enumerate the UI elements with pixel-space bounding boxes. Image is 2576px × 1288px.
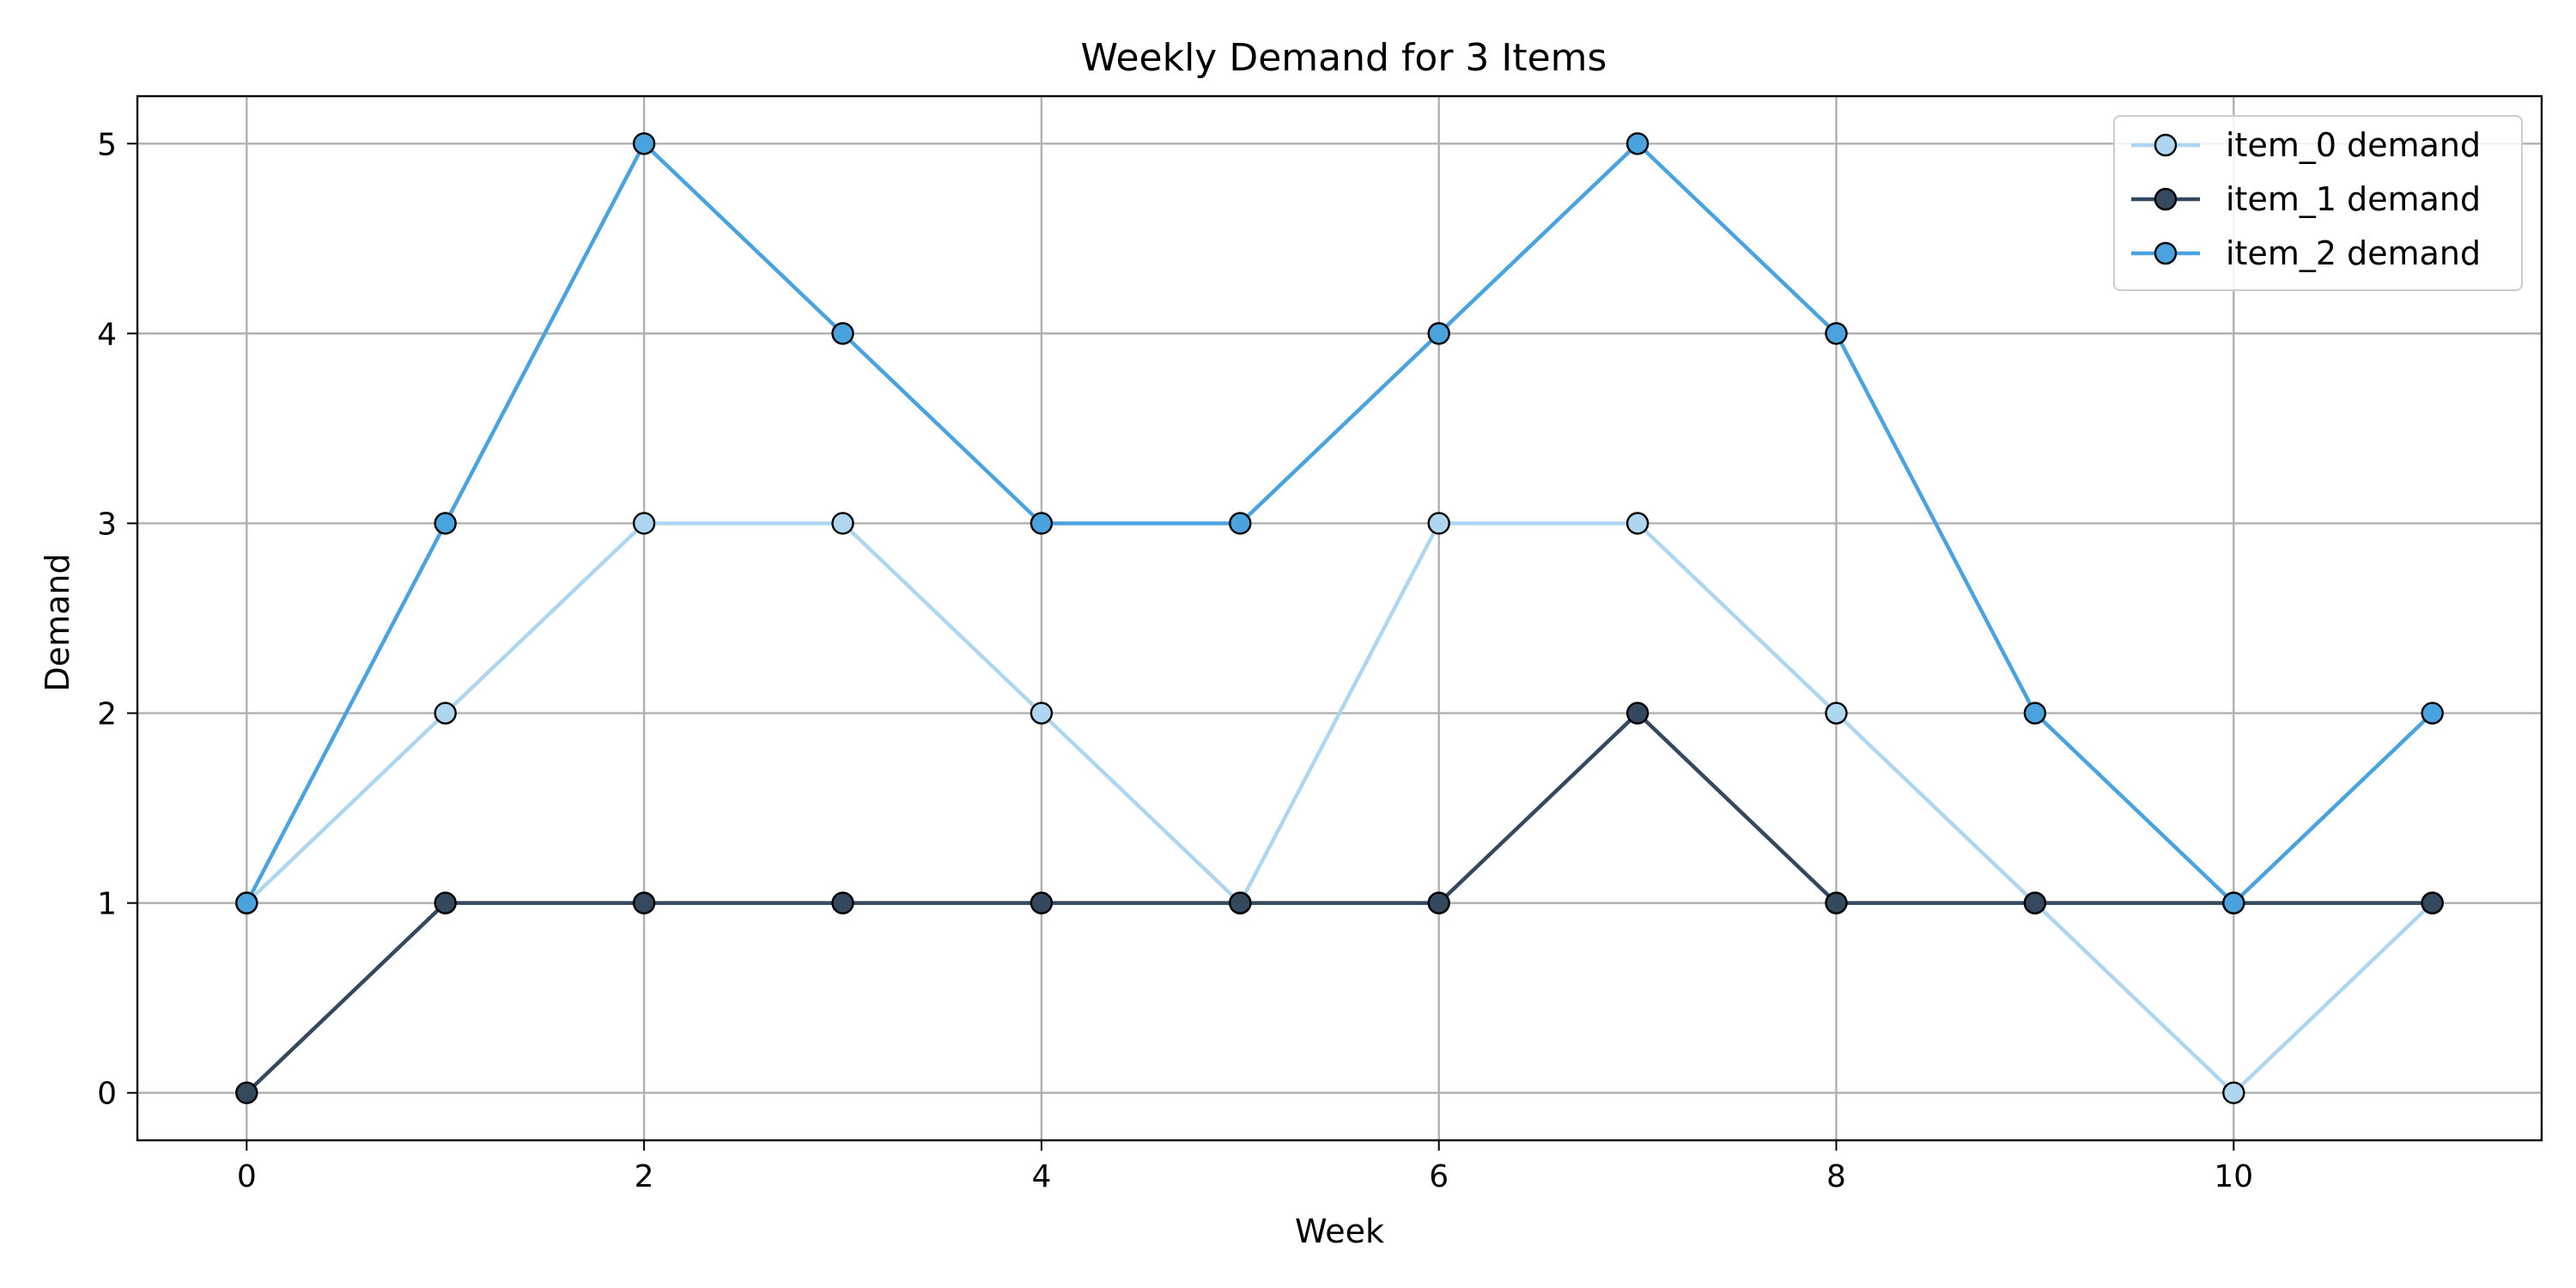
legend-marker [2154,241,2178,265]
data-point [632,891,656,914]
data-point [1825,891,1848,914]
data-point [831,322,854,345]
legend-entry: item_1 demand [2131,180,2481,218]
legend: item_0 demand item_1 demand item_2 demand [2113,115,2523,291]
legend-marker [2154,133,2178,157]
y-tick-label: 4 [97,317,117,352]
plot-frame [136,94,2543,1142]
y-tick-label: 0 [97,1077,117,1112]
legend-box [2113,115,2523,291]
data-point [1427,512,1450,535]
data-point [235,1081,258,1104]
legend-label: item_2 demand [2226,234,2481,272]
x-axis: 0 2 4 6 8 10 [237,1140,2253,1194]
x-axis-label: Week [1295,1212,1384,1250]
data-point [2023,891,2047,914]
data-point [434,702,457,725]
y-tick-label: 2 [97,697,117,732]
data-point [1030,891,1054,914]
data-point [831,512,854,535]
data-point [2023,702,2047,725]
legend-label: item_0 demand [2226,126,2481,164]
data-point [1625,702,1649,725]
series-0 [235,512,2444,1104]
y-tick-label: 5 [97,127,117,162]
x-tick-label: 2 [635,1159,654,1194]
series-line [245,521,2434,1095]
data-point [831,891,854,914]
data-point [1825,322,1848,345]
legend-marker [2154,187,2178,211]
data-point [235,891,258,914]
data-point [632,132,656,155]
data-point [1625,512,1649,535]
series-1 [235,702,2444,1104]
data-point [1427,891,1450,914]
series-line [245,711,2433,1095]
x-tick-label: 6 [1429,1159,1449,1194]
chart-title: Weekly Demand for 3 Items [1081,36,1607,80]
legend-label: item_1 demand [2226,180,2481,218]
series-line [245,142,2434,905]
legend-entry: item_2 demand [2131,234,2481,272]
data-point [1030,512,1054,535]
legend-entry: item_0 demand [2131,126,2481,164]
series-layer [235,132,2444,1104]
x-tick-label: 8 [1826,1159,1846,1194]
series-2 [235,132,2444,914]
data-point [1229,891,1252,914]
x-tick-label: 4 [1031,1159,1051,1194]
y-tick-label: 3 [97,507,117,542]
data-point [434,512,457,535]
data-point [632,512,656,535]
y-axis: 0 1 2 3 4 5 [97,127,137,1112]
y-axis-label: Demand [39,553,76,691]
x-tick-label: 0 [237,1159,257,1194]
y-tick-label: 1 [97,887,117,922]
data-point [1427,322,1450,345]
data-point [2222,891,2245,914]
data-point [2421,891,2444,914]
data-point [1030,702,1054,725]
data-point [434,891,457,914]
data-point [1625,132,1649,155]
x-tick-label: 10 [2214,1159,2253,1194]
data-point [2222,1081,2245,1104]
data-point [1229,512,1252,535]
data-point [1825,702,1848,725]
data-point [2421,702,2444,725]
